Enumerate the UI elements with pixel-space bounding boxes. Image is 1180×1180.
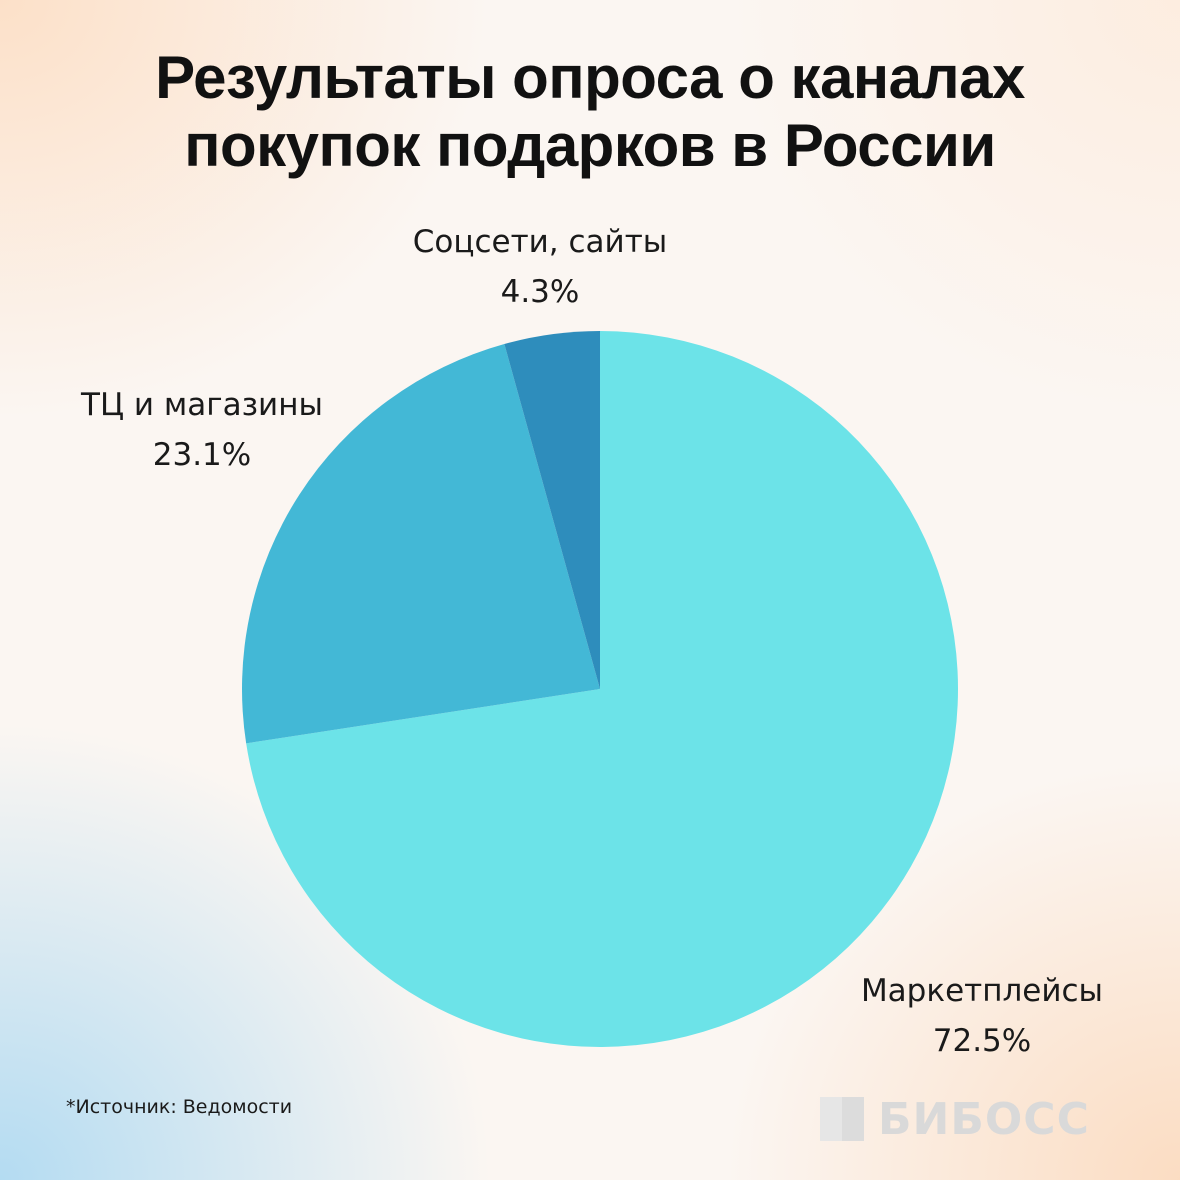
- title-line-1: Результаты опроса о каналах: [155, 44, 1025, 111]
- slice-label-social-sites: Соцсети, сайты 4.3%: [390, 217, 690, 317]
- pie-slice-malls-stores: [242, 344, 600, 744]
- title-line-2: покупок подарков в России: [184, 112, 996, 179]
- slice-value: 72.5%: [932, 1023, 1032, 1059]
- slice-value: 4.3%: [500, 274, 580, 310]
- slice-label-malls-stores: ТЦ и магазины 23.1%: [52, 380, 352, 480]
- slice-name: Соцсети, сайты: [412, 224, 668, 260]
- logo-text: БИБОСС: [878, 1093, 1090, 1145]
- slice-label-marketplaces: Маркетплейсы 72.5%: [842, 966, 1122, 1066]
- slice-name: Маркетплейсы: [860, 973, 1104, 1009]
- slice-value: 23.1%: [152, 437, 252, 473]
- chart-title: Результаты опроса о каналах покупок пода…: [0, 44, 1180, 180]
- pie-slice-marketplaces: [246, 330, 959, 1047]
- brand-logo: БИБОСС: [820, 1093, 1090, 1145]
- pie-slice-social-sites: [504, 331, 600, 689]
- source-note: *Источник: Ведомости: [66, 1096, 293, 1118]
- slice-name: ТЦ и магазины: [81, 387, 323, 423]
- logo-mark-icon: [820, 1097, 864, 1141]
